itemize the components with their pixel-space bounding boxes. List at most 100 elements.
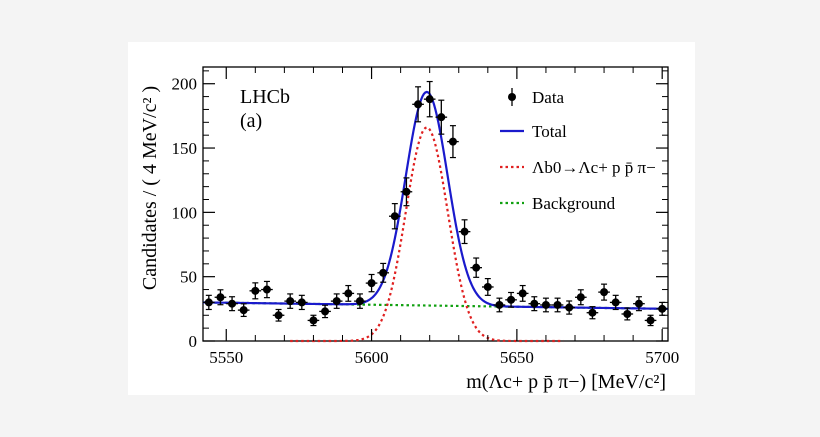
signal-curve xyxy=(290,126,564,343)
data-point xyxy=(633,296,645,312)
data-point xyxy=(237,303,250,318)
legend-entry: Λb0→Λc+ p p̄ π− xyxy=(500,158,656,177)
data-marker xyxy=(576,293,585,302)
legend-entry: Background xyxy=(500,194,616,213)
data-point xyxy=(644,314,657,327)
y-axis-label: Candidates / ( 4 MeV/c² ) xyxy=(139,86,161,290)
x-tick-label: 5600 xyxy=(355,348,389,367)
data-point xyxy=(575,289,587,306)
plot-panel xyxy=(128,42,695,395)
legend-label: Background xyxy=(532,194,616,213)
data-marker xyxy=(541,300,550,309)
data-point xyxy=(389,203,401,230)
data-marker xyxy=(251,286,260,295)
data-marker xyxy=(483,282,492,291)
data-marker xyxy=(390,212,399,221)
data-marker xyxy=(425,95,434,104)
legend-entry: Total xyxy=(500,122,567,141)
data-point xyxy=(540,297,552,313)
data-marker xyxy=(321,307,330,316)
data-marker xyxy=(379,268,388,277)
data-point xyxy=(528,296,541,312)
data-marker xyxy=(530,299,539,308)
legend-label: Total xyxy=(532,122,567,141)
x-axis-label: m(Λc+ p p̄ π−) [MeV/c²] xyxy=(466,371,666,393)
legend-label: Λb0→Λc+ p p̄ π− xyxy=(532,158,656,177)
data-marker xyxy=(344,289,353,298)
data-marker xyxy=(274,311,283,320)
data-point xyxy=(563,300,575,315)
data-marker xyxy=(297,298,306,307)
data-point xyxy=(261,280,273,299)
data-marker xyxy=(228,299,237,308)
data-marker xyxy=(448,137,457,146)
data-point xyxy=(377,262,389,283)
data-marker xyxy=(216,293,225,302)
data-point xyxy=(400,177,413,207)
legend-label: Data xyxy=(532,88,565,107)
data-point xyxy=(354,293,366,309)
data-marker xyxy=(518,289,527,298)
experiment-label: LHCb xyxy=(240,86,290,108)
data-point xyxy=(493,297,506,313)
data-point xyxy=(470,257,482,278)
data-point xyxy=(656,301,668,316)
data-point xyxy=(412,86,424,123)
data-point xyxy=(598,283,610,301)
data-marker xyxy=(611,298,620,307)
legend-data-marker xyxy=(508,93,516,101)
data-point xyxy=(447,125,459,159)
data-marker xyxy=(286,297,295,306)
y-tick-label: 100 xyxy=(172,203,198,222)
data-point xyxy=(214,289,227,306)
data-marker xyxy=(646,316,655,325)
data-point xyxy=(330,293,343,309)
x-tick-label: 5700 xyxy=(645,348,679,367)
y-tick-label: 200 xyxy=(172,75,198,94)
data-point xyxy=(272,308,285,322)
data-marker xyxy=(507,295,516,304)
data-point xyxy=(435,99,448,135)
data-marker xyxy=(367,279,376,288)
panel-label: (a) xyxy=(240,110,262,132)
y-tick-label: 0 xyxy=(189,332,198,351)
data-marker xyxy=(658,304,667,313)
data-marker xyxy=(262,285,271,294)
data-marker xyxy=(437,113,446,122)
data-marker xyxy=(355,297,364,306)
data-marker xyxy=(600,288,609,297)
data-marker xyxy=(588,308,597,317)
data-point xyxy=(482,278,494,296)
data-point xyxy=(586,306,599,320)
data-marker xyxy=(623,309,632,318)
data-point xyxy=(423,80,436,118)
data-marker xyxy=(239,306,248,315)
data-point xyxy=(621,307,634,321)
data-marker xyxy=(634,299,643,308)
plot-frame xyxy=(202,66,669,342)
data-marker xyxy=(565,303,574,312)
data-point xyxy=(226,296,238,312)
data-marker xyxy=(472,263,481,272)
x-tick-label: 5550 xyxy=(209,348,243,367)
data-point xyxy=(458,219,471,245)
data-point xyxy=(609,294,622,311)
data-point xyxy=(505,291,517,308)
legend-entry: Data xyxy=(508,88,565,107)
data-point xyxy=(516,284,529,302)
data-marker xyxy=(495,300,504,309)
data-marker xyxy=(460,227,469,236)
data-marker xyxy=(309,316,318,325)
data-marker xyxy=(332,297,341,306)
data-marker xyxy=(402,187,411,196)
y-tick-label: 50 xyxy=(180,268,197,287)
data-point xyxy=(284,293,296,309)
data-point xyxy=(307,314,320,327)
data-marker xyxy=(414,100,423,109)
total-curve xyxy=(202,90,669,310)
data-point xyxy=(365,273,378,293)
y-tick-label: 150 xyxy=(172,139,198,158)
data-point xyxy=(319,304,331,319)
data-point xyxy=(342,284,355,302)
